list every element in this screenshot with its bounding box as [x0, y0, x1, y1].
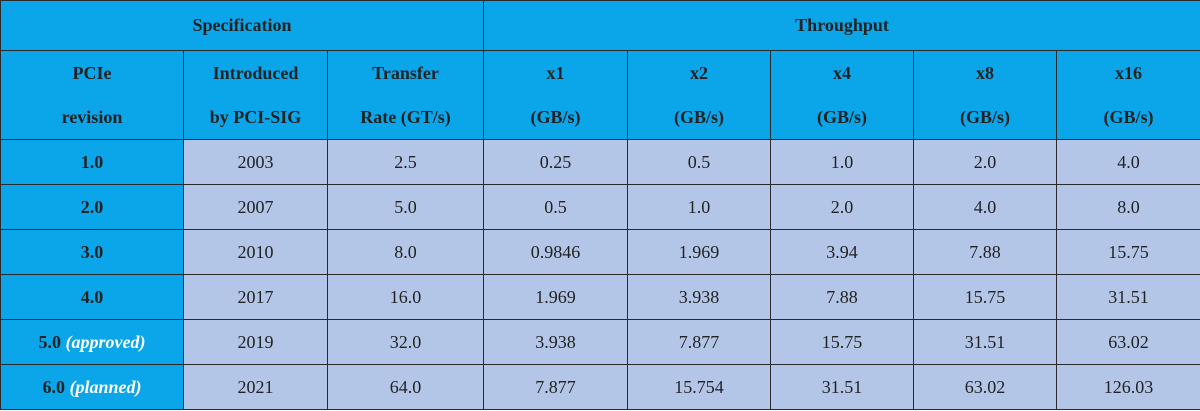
value-cell: 2007 [183, 184, 328, 230]
data-row: 5.0 (approved) 2019 32.0 3.938 7.877 15.75 31.… [0, 319, 1200, 365]
column-header-line: x8 [976, 63, 995, 83]
value-cell: 7.88 [770, 274, 915, 320]
value-cell: 15.75 [913, 274, 1058, 320]
value-cell: 31.51 [913, 319, 1058, 365]
column-header-line: by PCI-SIG [209, 107, 302, 127]
column-header-line: Transfer [372, 63, 439, 83]
value-cell: 16.0 [326, 274, 485, 320]
value-cell: 63.02 [913, 364, 1058, 410]
column-header-line: Rate (GT/s) [360, 107, 451, 127]
value-cell: 15.75 [770, 319, 915, 365]
value-cell: 2.0 [913, 139, 1058, 185]
value-cell: 2010 [183, 229, 328, 275]
revision-cell: 6.0 (planned) [0, 364, 184, 410]
value-cell: 3.938 [483, 319, 629, 365]
column-header: x8 (GB/s) [913, 50, 1058, 140]
revision: 5.0 [38, 331, 62, 352]
data-row: 3.0 2010 8.0 0.9846 1.969 3.94 7.88 15.75 [0, 229, 1200, 275]
revision-cell: 2.0 [0, 184, 184, 230]
data-row: 4.0 2017 16.0 1.969 3.938 7.88 15.75 31.51 [0, 274, 1200, 320]
value-cell: 0.25 [483, 139, 629, 185]
revision: 1.0 [80, 151, 104, 172]
value-cell: 4.0 [1056, 139, 1200, 185]
value-cell: 32.0 [326, 319, 485, 365]
column-header-line: (GB/s) [674, 107, 725, 127]
value-cell: 2.0 [770, 184, 915, 230]
column-header: x1 (GB/s) [483, 50, 629, 140]
value-cell: 3.938 [627, 274, 772, 320]
column-header-line: revision [61, 107, 123, 127]
revision-cell: 1.0 [0, 139, 184, 185]
value-cell: 0.5 [627, 139, 772, 185]
value-cell: 31.51 [1056, 274, 1200, 320]
value-cell: 7.877 [483, 364, 629, 410]
group-row: Specification Throughput [0, 0, 1200, 51]
column-header-line: (GB/s) [817, 107, 868, 127]
revision-note: (planned) [69, 376, 142, 397]
value-cell: 1.0 [770, 139, 915, 185]
value-cell: 7.88 [913, 229, 1058, 275]
value-cell: 15.75 [1056, 229, 1200, 275]
revision: 2.0 [80, 196, 104, 217]
column-header: Transfer Rate (GT/s) [326, 50, 485, 140]
column-header-line: (GB/s) [530, 107, 581, 127]
revision: 6.0 [42, 376, 66, 397]
data-row: 2.0 2007 5.0 0.5 1.0 2.0 4.0 8.0 [0, 184, 1200, 230]
value-cell: 0.9846 [483, 229, 629, 275]
revision: 3.0 [80, 241, 104, 262]
value-cell: 5.0 [326, 184, 485, 230]
group-header: Specification [0, 0, 485, 51]
revision-cell: 4.0 [0, 274, 184, 320]
column-header-line: Introduced [212, 63, 299, 83]
value-cell: 2021 [183, 364, 328, 410]
value-cell: 31.51 [770, 364, 915, 410]
column-header-line: x4 [833, 63, 852, 83]
column-header-line: (GB/s) [960, 107, 1011, 127]
value-cell: 2.5 [326, 139, 485, 185]
value-cell: 2017 [183, 274, 328, 320]
column-header-line: x1 [546, 63, 565, 83]
revision-cell: 5.0 (approved) [0, 319, 184, 365]
column-header-line: PCIe [72, 63, 112, 83]
column-row: PCIe revision Introduced by PCI-SIG Transfer… [0, 50, 1200, 140]
value-cell: 8.0 [1056, 184, 1200, 230]
column-header: x4 (GB/s) [770, 50, 915, 140]
value-cell: 15.754 [627, 364, 772, 410]
column-header-line: x16 [1115, 63, 1143, 83]
value-cell: 1.969 [627, 229, 772, 275]
value-cell: 126.03 [1056, 364, 1200, 410]
column-header: PCIe revision [0, 50, 184, 140]
value-cell: 1.969 [483, 274, 629, 320]
value-cell: 0.5 [483, 184, 629, 230]
value-cell: 8.0 [326, 229, 485, 275]
data-row: 1.0 2003 2.5 0.25 0.5 1.0 2.0 4.0 [0, 139, 1200, 185]
revision: 4.0 [80, 286, 104, 307]
value-cell: 7.877 [627, 319, 772, 365]
column-header: x2 (GB/s) [627, 50, 772, 140]
revision-cell: 3.0 [0, 229, 184, 275]
value-cell: 4.0 [913, 184, 1058, 230]
column-header-line: x2 [690, 63, 709, 83]
column-header-line: (GB/s) [1103, 107, 1154, 127]
value-cell: 2019 [183, 319, 328, 365]
value-cell: 3.94 [770, 229, 915, 275]
revision-note: (approved) [65, 331, 146, 352]
value-cell: 2003 [183, 139, 328, 185]
value-cell: 64.0 [326, 364, 485, 410]
value-cell: 1.0 [627, 184, 772, 230]
data-row: 6.0 (planned) 2021 64.0 7.877 15.754 31.51 63.… [0, 364, 1200, 410]
group-header: Throughput [483, 0, 1200, 51]
value-cell: 63.02 [1056, 319, 1200, 365]
column-header: Introduced by PCI-SIG [183, 50, 328, 140]
column-header: x16 (GB/s) [1056, 50, 1200, 140]
